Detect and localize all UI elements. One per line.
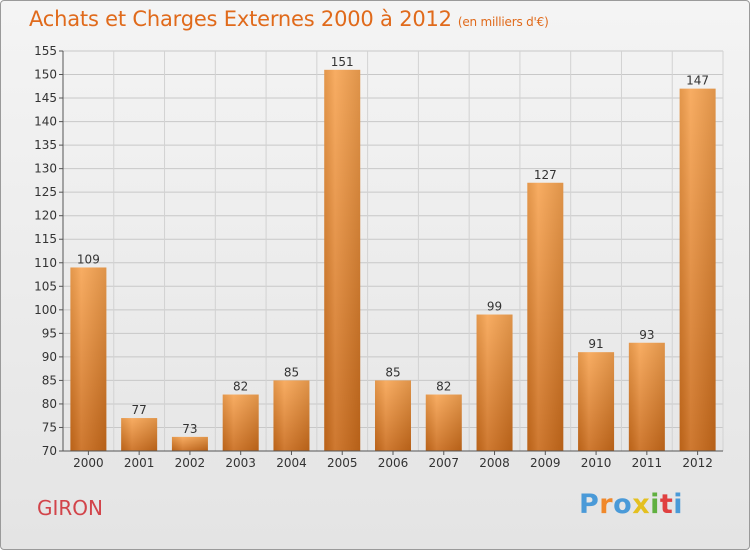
- data-label-2010: 91: [588, 337, 603, 351]
- y-tick-label: 155: [34, 44, 57, 58]
- data-label-2005: 151: [331, 55, 354, 69]
- data-label-2004: 85: [284, 365, 299, 379]
- proxiti-logo: Proxiti: [579, 489, 683, 520]
- data-label-2009: 127: [534, 168, 557, 182]
- commune-name: GIRON: [37, 496, 103, 520]
- logo-letter: i: [673, 489, 684, 520]
- x-tick-label-2000: 2000: [73, 456, 104, 470]
- bars: [70, 69, 716, 451]
- x-tick-label-2007: 2007: [428, 456, 459, 470]
- bar-shade: [527, 182, 564, 451]
- y-tick-label: 105: [34, 279, 57, 293]
- data-label-2002: 73: [182, 422, 197, 436]
- bar-shade: [324, 69, 361, 451]
- axes: 70 75 80 85 90 95 100 105 110 115 120 125 130 135 140 1…: [34, 44, 723, 470]
- data-label-2007: 82: [436, 380, 451, 394]
- bar-shade: [375, 380, 411, 451]
- bar-shade: [679, 88, 716, 451]
- x-tick-label-2010: 2010: [581, 456, 612, 470]
- y-tick-label: 145: [34, 91, 57, 105]
- y-tick-label: 135: [34, 138, 57, 152]
- y-tick-label: 70: [42, 444, 57, 458]
- data-label-2008: 99: [487, 300, 502, 314]
- logo-letter: o: [613, 489, 633, 520]
- y-tick-label: 140: [34, 115, 57, 129]
- y-tick-label: 150: [34, 68, 57, 82]
- x-tick-label-2009: 2009: [530, 456, 561, 470]
- bar-shade: [70, 267, 107, 451]
- bar-shade: [171, 436, 208, 451]
- logo-letter: i: [650, 489, 660, 520]
- y-tick-label: 130: [34, 162, 57, 176]
- bar-shade: [273, 380, 310, 451]
- x-tick-label-2003: 2003: [225, 456, 256, 470]
- logo-letter: t: [659, 489, 674, 520]
- data-labels: 109 77 73 82 85 151 85 82 99 127 91 93 147: [77, 55, 709, 436]
- y-tick-label: 110: [34, 256, 57, 270]
- y-tick-label: 95: [42, 326, 57, 340]
- data-label-2001: 77: [132, 403, 147, 417]
- x-tick-label-2001: 2001: [124, 456, 155, 470]
- bar-shade: [222, 394, 259, 451]
- x-tick-label-2005: 2005: [327, 456, 358, 470]
- logo-letter: r: [599, 489, 614, 520]
- x-tick-label-2004: 2004: [276, 456, 307, 470]
- y-tick-label: 75: [42, 420, 57, 434]
- bar-shade: [628, 342, 665, 451]
- bar-shade: [121, 418, 158, 451]
- data-label-2011: 93: [639, 328, 654, 342]
- data-label-2000: 109: [77, 252, 100, 266]
- y-tick-label: 115: [34, 232, 57, 246]
- data-label-2012: 147: [686, 74, 709, 88]
- y-tick-label: 100: [34, 303, 57, 317]
- data-label-2003: 82: [233, 380, 248, 394]
- y-tick-label: 90: [42, 350, 57, 364]
- x-tick-label-2012: 2012: [682, 456, 713, 470]
- y-tick-label: 80: [42, 397, 57, 411]
- chart-title: Achats et Charges Externes 2000 à 2012 (e…: [29, 7, 549, 31]
- y-tick-label: 85: [42, 373, 57, 387]
- logo-letter: x: [632, 489, 651, 520]
- x-tick-label-2006: 2006: [378, 456, 409, 470]
- x-tick-label-2008: 2008: [479, 456, 510, 470]
- y-tick-label: 125: [34, 185, 57, 199]
- logo-letter: P: [579, 489, 600, 520]
- bar-shade: [476, 314, 513, 451]
- y-tick-label: 120: [34, 209, 57, 223]
- x-tick-label-2011: 2011: [632, 456, 663, 470]
- bar-shade: [578, 352, 615, 451]
- chart-subtitle: (en milliers d'€): [457, 15, 549, 29]
- bar-shade: [425, 394, 462, 451]
- chart-title-text: Achats et Charges Externes 2000 à 2012: [29, 7, 452, 31]
- x-tick-label-2002: 2002: [175, 456, 206, 470]
- data-label-2006: 85: [385, 365, 400, 379]
